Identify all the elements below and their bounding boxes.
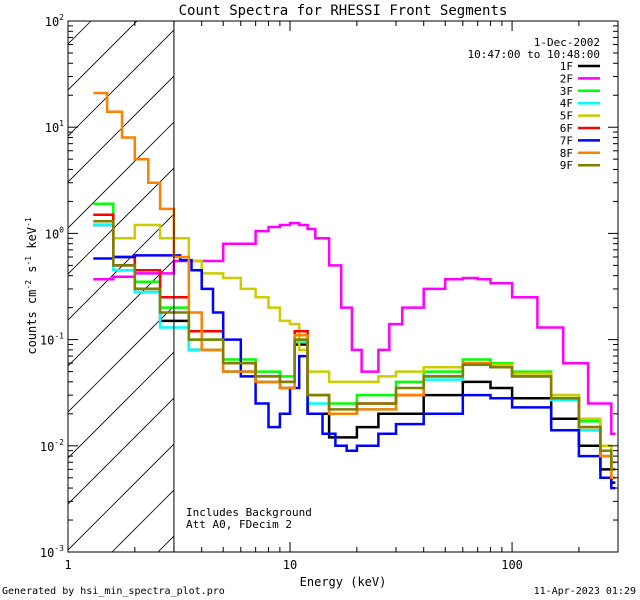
- y-tick-label: 100: [45, 225, 64, 241]
- hatch-line: [68, 443, 174, 551]
- y-axis-ticks: 10-3 10-2 10-1 100 101 102: [40, 13, 618, 560]
- series-line-7F: [93, 254, 616, 490]
- legend-label-6F: 6F: [560, 122, 573, 135]
- y-axis-label: counts cm-2 s-1 keV-1: [24, 217, 39, 354]
- y-tick-label: 10-2: [40, 438, 64, 454]
- footer-timestamp: 11-Apr-2023 01:29: [534, 586, 636, 597]
- chart-title: Count Spectra for RHESSI Front Segments: [179, 3, 508, 19]
- legend-label-1F: 1F: [560, 60, 573, 73]
- legend-label-3F: 3F: [560, 85, 573, 98]
- y-label-sup-3: -1: [24, 217, 33, 227]
- y-tick-label: 10-3: [40, 544, 64, 560]
- time-range-label: 10:47:00 to 10:48:00: [468, 48, 600, 61]
- legend-label-4F: 4F: [560, 97, 573, 110]
- hatched-region: [68, 21, 174, 552]
- y-tick-label: 101: [45, 119, 64, 135]
- series-layer: [93, 91, 616, 490]
- y-label-part-3: keV: [25, 227, 39, 256]
- x-tick-label: 1: [64, 558, 71, 572]
- date-label: 1-Dec-2002: [534, 36, 600, 49]
- y-label-part-2: s: [25, 266, 39, 280]
- hatch-line: [68, 213, 174, 321]
- annotation-attenuator: Att A0, FDecim 2: [186, 518, 292, 531]
- x-tick-label: 10: [283, 558, 297, 572]
- y-tick-label: 10-1: [40, 332, 64, 348]
- legend-label-8F: 8F: [560, 147, 573, 160]
- legend-label-9F: 9F: [560, 159, 573, 172]
- x-tick-label: 100: [501, 558, 523, 572]
- series-line-2F: [93, 221, 616, 435]
- legend-label-5F: 5F: [560, 110, 573, 123]
- hatch-line: [68, 75, 174, 183]
- legend-label-7F: 7F: [560, 134, 573, 147]
- footer-generated-by: Generated by hsi_min_spectra_plot.pro: [2, 586, 225, 597]
- y-tick-label: 102: [45, 13, 64, 29]
- plot-frame: [67, 20, 619, 553]
- y-label-part-1: counts cm: [25, 290, 39, 355]
- hatch-line: [68, 397, 174, 505]
- x-axis-ticks: 1 10 100: [64, 21, 619, 572]
- series-line-9F: [93, 220, 616, 471]
- hatch-line: [68, 259, 174, 367]
- hatch-line: [68, 29, 174, 137]
- x-axis-label: Energy (keV): [300, 575, 387, 589]
- legend-label-2F: 2F: [560, 72, 573, 85]
- annotation-background: Includes Background: [186, 506, 312, 519]
- y-label-sup-2: -1: [24, 256, 33, 266]
- y-label-sup-1: -2: [24, 280, 33, 290]
